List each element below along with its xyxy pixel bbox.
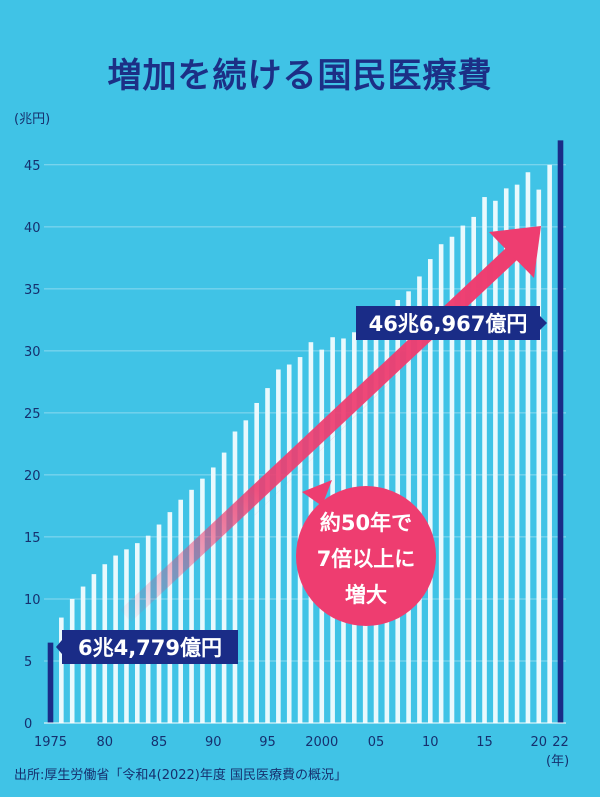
bar-2012	[449, 236, 455, 724]
bar-1985	[156, 524, 162, 723]
growth-callout: 約50年で 7倍以上に 増大	[296, 480, 436, 626]
chart-title: 増加を続ける国民医療費	[107, 56, 493, 96]
bar-1989	[200, 478, 205, 723]
bar-1993	[243, 420, 249, 723]
bar-1976	[59, 617, 64, 723]
y-tick-label: 40	[24, 221, 41, 236]
y-tick-label: 35	[24, 283, 41, 298]
bar-2018	[514, 184, 520, 723]
x-tick-label: 20	[531, 735, 548, 750]
bar-2015	[482, 197, 487, 723]
x-tick-label: 22	[552, 735, 569, 750]
y-tick-label: 45	[24, 159, 41, 174]
callout-line-2: 7倍以上に	[317, 547, 416, 571]
callout-line-3: 増大	[345, 583, 387, 607]
y-tick-label: 5	[24, 655, 32, 670]
x-axis: 1975 80 85 90 95 2000 05 10 15 20 22	[34, 735, 569, 750]
end-value-label: 46兆6,967億円	[356, 306, 547, 340]
x-tick-label: 15	[476, 735, 493, 750]
bar-2017	[503, 188, 509, 724]
y-tick-label: 10	[24, 593, 41, 608]
x-tick-label: 2000	[305, 735, 338, 750]
bar-2010	[427, 259, 433, 723]
source-note: 出所:厚生労働省「令和4(2022)年度 国民医療費の概況」	[14, 768, 348, 783]
x-tick-label: 05	[368, 735, 385, 750]
bar-1994	[254, 402, 259, 723]
bar-2011	[438, 244, 444, 723]
callout-line-1: 約50年で	[320, 511, 412, 535]
x-axis-label: (年)	[546, 754, 569, 769]
bar-1987	[178, 499, 184, 723]
bar-1984	[145, 535, 151, 723]
x-tick-label: 80	[96, 735, 113, 750]
bar-1995	[265, 388, 270, 723]
end-value-text: 46兆6,967億円	[369, 312, 528, 336]
start-value-label: 6兆4,779億円	[56, 630, 238, 664]
bar-2019	[525, 172, 531, 723]
x-tick-label: 1975	[34, 735, 67, 750]
bar-2013	[460, 225, 466, 723]
y-axis: 0 5 10 15 20 25 30 35 40 45	[24, 159, 41, 732]
y-axis-label: (兆円)	[14, 112, 50, 127]
bar-1991	[221, 452, 227, 723]
x-tick-label: 90	[205, 735, 222, 750]
bar-1986	[167, 512, 173, 723]
y-tick-label: 20	[24, 469, 41, 484]
y-tick-label: 15	[24, 531, 41, 546]
bar-2021	[547, 164, 552, 723]
bar-1990	[210, 467, 216, 723]
gridlines	[44, 164, 566, 724]
bar-2014	[471, 216, 476, 724]
bar-2009	[417, 276, 422, 723]
bar-1997	[286, 364, 292, 723]
bar-1975	[47, 642, 54, 723]
trend-arrow	[120, 226, 541, 622]
bar-2022	[557, 140, 564, 723]
bar-1996	[276, 369, 281, 723]
bar-2016	[493, 200, 498, 723]
y-tick-label: 25	[24, 407, 41, 422]
x-tick-label: 10	[422, 735, 439, 750]
y-tick-label: 30	[24, 345, 41, 360]
bar-1988	[189, 489, 194, 723]
bar-1992	[232, 431, 238, 723]
start-value-text: 6兆4,779億円	[78, 636, 222, 660]
x-tick-label: 85	[151, 735, 168, 750]
y-tick-label: 0	[24, 717, 32, 732]
x-tick-label: 95	[259, 735, 276, 750]
bar-2020	[536, 189, 542, 724]
